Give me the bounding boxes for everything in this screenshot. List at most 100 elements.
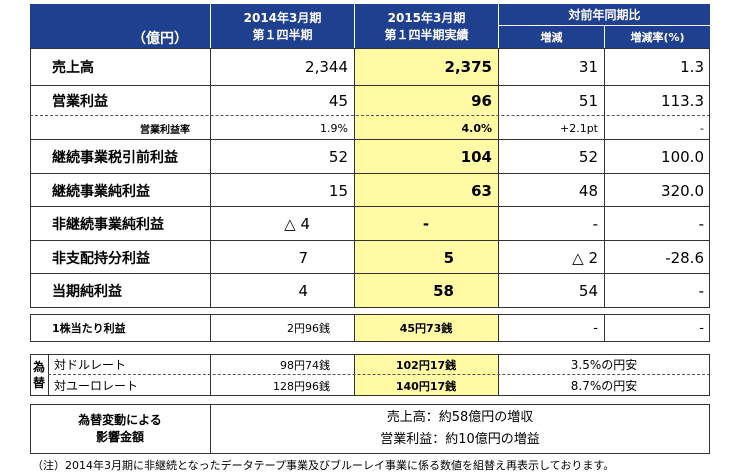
- row-label: 非継続事業純利益: [52, 217, 164, 233]
- row-diff: 52: [578, 148, 598, 166]
- header-rate: 増減率(%): [604, 26, 710, 48]
- eps-divider-3: [498, 314, 499, 342]
- fx-table: [30, 354, 710, 396]
- row-curr: 58: [433, 282, 454, 300]
- fx-divider-3: [498, 354, 499, 396]
- row-curr: -: [422, 215, 430, 233]
- impact-sales: 売上高：約58億円の増収: [386, 410, 534, 425]
- fx-group-label: 為 替: [30, 354, 48, 396]
- row-prev: 7: [298, 248, 308, 267]
- fx-row-divider: [48, 354, 710, 375]
- header-prev-line1: 2014年3月期: [243, 11, 322, 25]
- fx-usd-curr: 102円17銭: [395, 358, 457, 372]
- row-label: 営業利益率: [140, 124, 190, 136]
- table-row: [30, 241, 710, 274]
- fx-group-label-2: 替: [32, 376, 45, 390]
- table-row: [30, 86, 710, 116]
- row-curr: 96: [471, 92, 492, 110]
- row-diff: 51: [578, 92, 598, 110]
- row-curr: 104: [460, 148, 492, 166]
- fx-usd-change: 3.5%の円安: [570, 358, 638, 372]
- impact-table: [30, 404, 710, 454]
- eps-prev: 2円96銭: [287, 322, 330, 335]
- row-rate: 320.0: [661, 181, 704, 200]
- header-unit: （億円）: [132, 31, 188, 47]
- header-band: [30, 4, 710, 48]
- table-row: [30, 116, 710, 140]
- fx-divider-1: [210, 354, 211, 396]
- header-prev-line2: 第１四半期: [252, 28, 313, 42]
- table-row: [30, 48, 710, 86]
- eps-divider-4: [604, 314, 605, 342]
- footnote: （注）2014年3月期に非継続となったデータテープ事業及びブルーレイ事業に係る数…: [32, 459, 615, 472]
- col-divider-1: [210, 48, 211, 308]
- header-curr-col: 2015年3月期 第１四半期実績: [354, 4, 498, 48]
- col-divider-3: [498, 48, 499, 308]
- main-table: [30, 48, 710, 308]
- row-prev: 1.9%: [320, 121, 348, 135]
- row-prev: 2,344: [305, 58, 348, 76]
- col-divider-2: [354, 48, 355, 308]
- row-prev: 15: [328, 181, 348, 200]
- fx-eur-prev: 128円96銭: [273, 379, 330, 393]
- header-prev-col: 2014年3月期 第１四半期: [210, 4, 354, 48]
- table-row: [30, 207, 710, 241]
- eps-divider-1: [210, 314, 211, 342]
- col-divider-4: [604, 48, 605, 308]
- impact-divider: [210, 404, 211, 454]
- row-label: 営業利益: [52, 94, 108, 110]
- eps-table: [30, 314, 710, 342]
- fx-eur-label: 対ユーロレート: [54, 379, 139, 393]
- row-label: 売上高: [52, 60, 94, 76]
- row-diff: 48: [578, 181, 598, 200]
- row-prev: 4: [298, 282, 308, 300]
- row-curr: 4.0%: [461, 121, 492, 135]
- row-rate: -: [698, 282, 704, 300]
- fx-usd-label: 対ドルレート: [54, 358, 127, 372]
- row-rate: -: [698, 215, 704, 233]
- current-column-highlight: [354, 49, 498, 307]
- row-rate: 113.3: [661, 92, 704, 110]
- table-row: [30, 140, 710, 174]
- eps-rate: -: [699, 320, 704, 336]
- fx-divider-group: [48, 354, 49, 396]
- row-rate: 100.0: [661, 148, 704, 166]
- header-curr-line1: 2015年3月期: [387, 11, 466, 25]
- eps-curr: 45円73銭: [399, 322, 453, 335]
- row-prev: 45: [328, 92, 348, 110]
- fx-usd-prev: 98円74銭: [280, 358, 330, 372]
- impact-operating: 営業利益：約10億円の増益: [380, 432, 540, 447]
- eps-divider-2: [354, 314, 355, 342]
- fx-eur-curr: 140円17銭: [395, 379, 457, 393]
- eps-highlight: [354, 315, 498, 341]
- row-curr: 2,375: [444, 58, 492, 76]
- row-label: 継続事業純利益: [52, 183, 150, 200]
- impact-label-line1: 為替変動による: [78, 413, 162, 427]
- eps-diff: -: [593, 320, 598, 336]
- row-label: 非支配持分利益: [52, 250, 150, 267]
- row-label: 継続事業税引前利益: [52, 150, 178, 166]
- fx-eur-change: 8.7%の円安: [570, 379, 638, 393]
- table-row: [30, 174, 710, 207]
- row-curr: 63: [471, 181, 492, 200]
- row-curr: 5: [443, 248, 454, 267]
- fx-group-label-1: 為: [32, 360, 45, 374]
- row-diff: 54: [578, 282, 598, 300]
- header-yoy-title: 対前年同期比: [498, 4, 710, 26]
- row-diff: +2.1pt: [559, 121, 598, 135]
- header-diff: 増減: [498, 26, 604, 48]
- row-diff: △ 2: [572, 248, 598, 267]
- fx-divider-2: [354, 354, 355, 396]
- impact-values: 売上高：約58億円の増収 営業利益：約10億円の増益: [210, 404, 710, 454]
- impact-label: 為替変動による 影響金額: [30, 404, 210, 454]
- row-prev: △ 4: [284, 215, 310, 233]
- header-curr-line2: 第１四半期実績: [384, 28, 469, 42]
- eps-label: 1株当たり利益: [52, 322, 126, 335]
- fx-highlight: [354, 355, 498, 395]
- impact-label-line2: 影響金額: [95, 430, 144, 444]
- row-label: 当期純利益: [52, 284, 122, 300]
- row-diff: -: [592, 215, 598, 233]
- row-prev: 52: [328, 148, 348, 166]
- row-rate: -: [700, 121, 704, 135]
- row-rate: -28.6: [665, 248, 704, 267]
